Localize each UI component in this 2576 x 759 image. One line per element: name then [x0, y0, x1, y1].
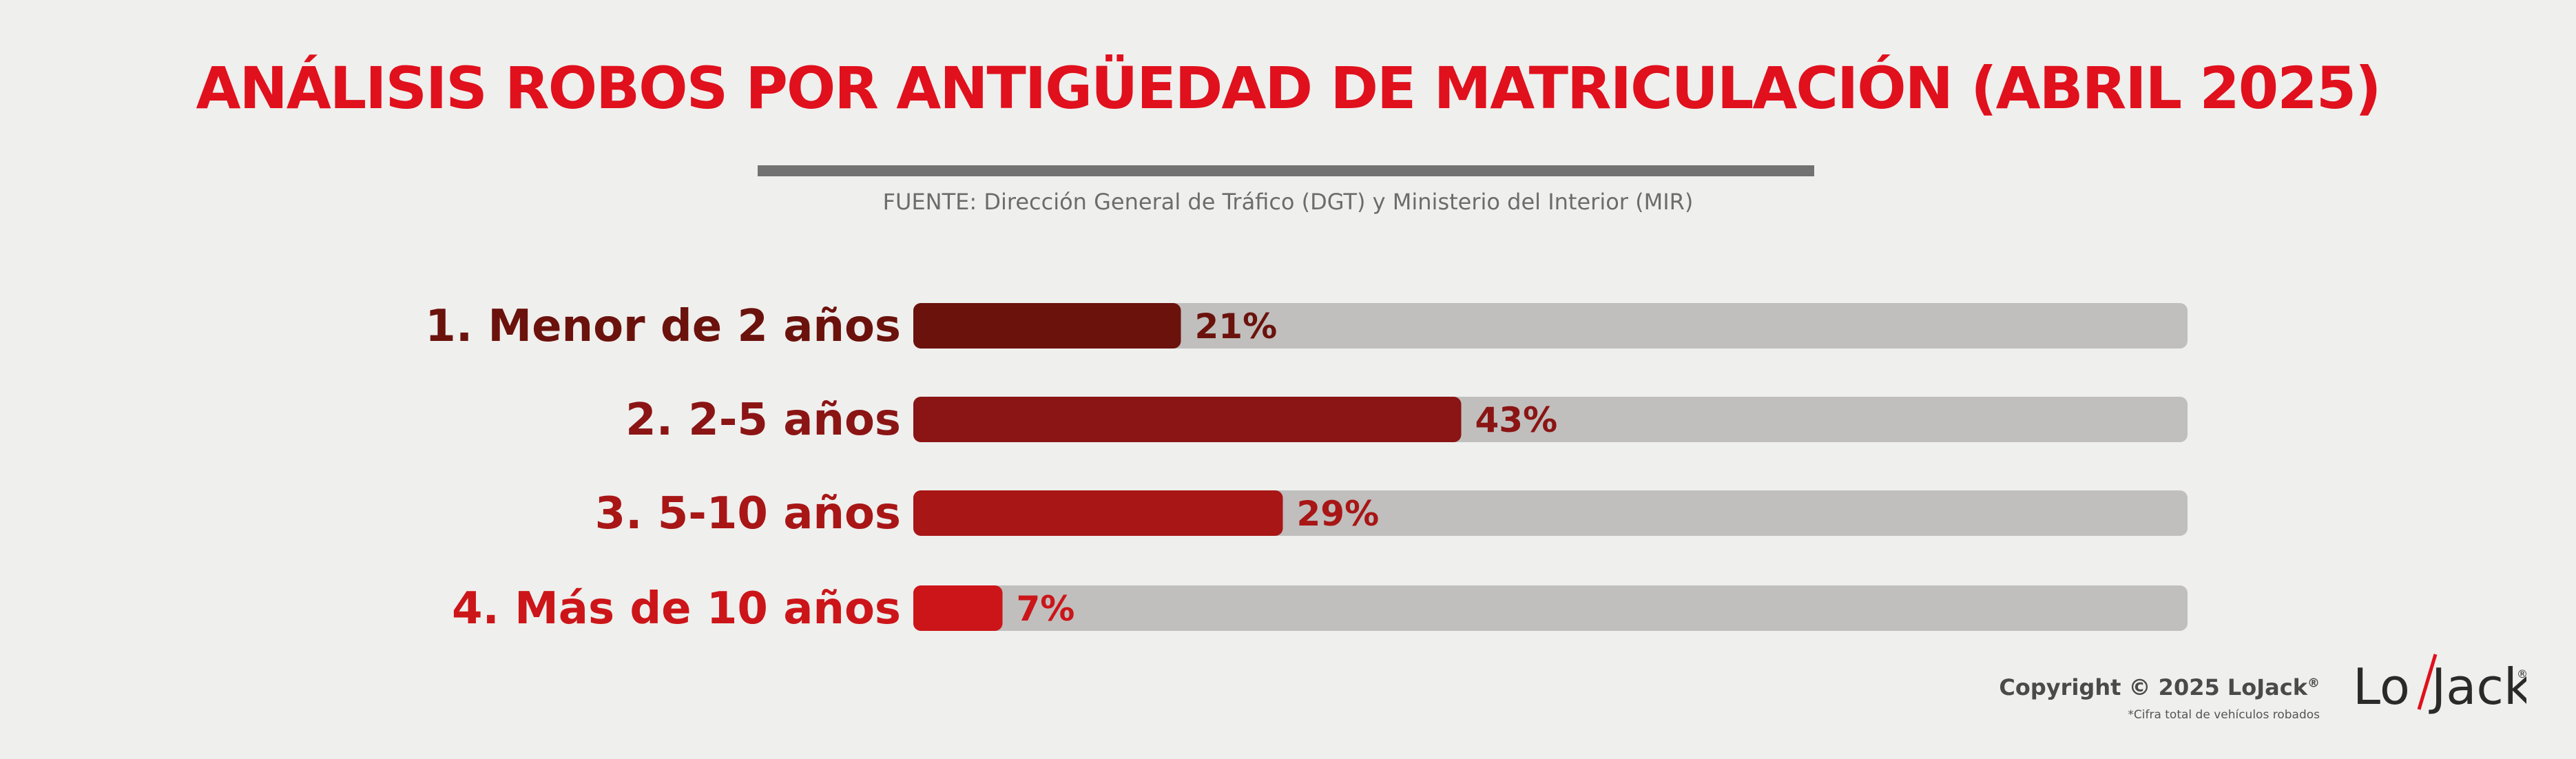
chart-title: ANÁLISIS ROBOS POR ANTIGÜEDAD DE MATRICU… — [196, 54, 2381, 122]
category-label: 3. 5-10 años — [595, 488, 901, 539]
value-label: 29% — [1297, 494, 1380, 534]
bar — [913, 397, 1462, 442]
bar — [913, 585, 1003, 631]
lojack-logo: Lo Jack ® — [2353, 654, 2526, 716]
logo-jack: Jack — [2429, 658, 2526, 716]
logo-reg-mark: ® — [2517, 667, 2526, 680]
logo-slash — [2417, 654, 2438, 710]
footnote: *Cifra total de vehículos robados — [2128, 708, 2320, 722]
category-label: 4. Más de 10 años — [452, 583, 901, 634]
category-label: 2. 2-5 años — [625, 395, 901, 446]
bar-track — [913, 303, 2188, 349]
logo-lo: Lo — [2353, 658, 2410, 716]
bar — [913, 303, 1181, 349]
value-label: 43% — [1475, 400, 1558, 440]
copyright: Copyright © 2025 LoJack® — [1999, 675, 2320, 700]
value-label: 7% — [1017, 589, 1075, 629]
bar-track — [913, 585, 2188, 631]
category-label: 1. Menor de 2 años — [425, 301, 901, 352]
copyright-text: Copyright © 2025 LoJack — [1999, 674, 2307, 700]
title-divider — [758, 165, 1814, 176]
copyright-reg-mark: ® — [2307, 676, 2320, 691]
value-label: 21% — [1195, 306, 1278, 346]
bar — [913, 490, 1283, 536]
source-note: FUENTE: Dirección General de Tráfico (DG… — [882, 189, 1694, 215]
